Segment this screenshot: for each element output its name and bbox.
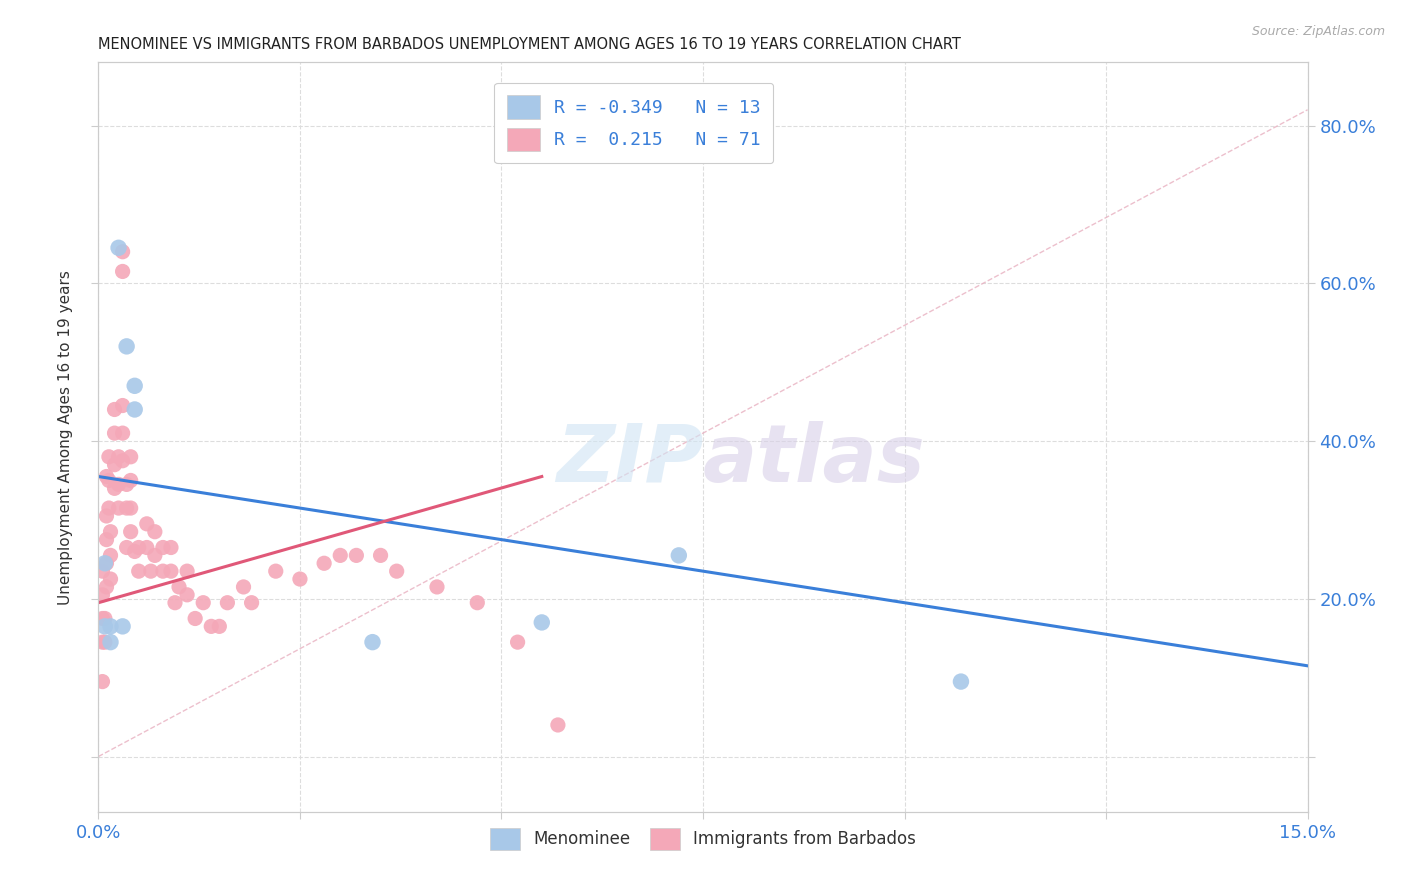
Point (128, 541, 150, 555)
Point (103, 402, 125, 417)
Point (240, 596, 263, 610)
Point (111, 426, 134, 441)
Point (124, 402, 146, 417)
Point (120, 450, 142, 464)
Point (107, 501, 129, 516)
Point (115, 477, 138, 491)
Text: Source: ZipAtlas.com: Source: ZipAtlas.com (1251, 25, 1385, 38)
Point (91, 635, 114, 649)
Point (100, 619, 122, 633)
Point (163, 596, 186, 610)
Point (103, 458, 125, 472)
Point (139, 564, 162, 578)
Point (217, 596, 239, 610)
Point (94, 635, 117, 649)
Point (152, 541, 174, 555)
Point (176, 564, 198, 578)
Point (193, 596, 215, 610)
Text: ZIP: ZIP (555, 420, 703, 499)
Point (506, 635, 529, 649)
Point (232, 580, 254, 594)
Point (120, 524, 142, 539)
Y-axis label: Unemployment Among Ages 16 to 19 years: Unemployment Among Ages 16 to 19 years (58, 269, 73, 605)
Point (120, 501, 142, 516)
Point (94, 611, 117, 625)
Point (96, 556, 118, 570)
Point (124, 544, 146, 558)
Point (103, 481, 125, 495)
Point (91, 611, 114, 625)
Point (100, 635, 122, 649)
Point (370, 549, 392, 563)
Point (94, 619, 117, 633)
Point (152, 564, 174, 578)
Point (97, 450, 120, 464)
Point (160, 541, 183, 555)
Point (111, 454, 134, 468)
Point (115, 339, 138, 353)
Point (143, 549, 166, 563)
Point (176, 588, 198, 602)
Point (200, 619, 222, 633)
Point (465, 596, 488, 610)
Point (91, 588, 114, 602)
Point (264, 564, 287, 578)
Point (547, 718, 569, 732)
Point (96, 533, 118, 547)
Point (160, 564, 183, 578)
Point (97, 474, 120, 488)
Text: atlas: atlas (703, 420, 925, 499)
Legend: Menominee, Immigrants from Barbados: Menominee, Immigrants from Barbados (479, 818, 927, 860)
Point (111, 619, 134, 633)
Point (97, 501, 120, 516)
Point (107, 477, 129, 491)
Point (111, 264, 134, 278)
Point (288, 572, 311, 586)
Point (314, 556, 336, 570)
Point (329, 549, 352, 563)
Point (361, 635, 384, 649)
Point (135, 516, 157, 531)
Point (120, 474, 142, 488)
Point (115, 541, 138, 555)
Point (184, 611, 207, 625)
Point (96, 469, 118, 483)
Point (668, 549, 690, 563)
Point (208, 619, 231, 633)
Point (426, 580, 449, 594)
Point (167, 580, 190, 594)
Point (344, 549, 367, 563)
Point (100, 524, 122, 539)
Text: MENOMINEE VS IMMIGRANTS FROM BARBADOS UNEMPLOYMENT AMONG AGES 16 TO 19 YEARS COR: MENOMINEE VS IMMIGRANTS FROM BARBADOS UN… (98, 37, 962, 52)
Point (96, 580, 118, 594)
Point (530, 615, 553, 630)
Point (91, 564, 114, 578)
Point (128, 564, 150, 578)
Point (103, 426, 125, 441)
Point (143, 524, 166, 539)
Point (94, 556, 117, 570)
Point (124, 379, 146, 393)
Point (107, 241, 129, 255)
Point (135, 541, 157, 555)
Point (111, 399, 134, 413)
Point (100, 549, 122, 563)
Point (107, 450, 129, 464)
Point (385, 564, 408, 578)
Point (96, 508, 118, 523)
Point (115, 501, 138, 516)
Point (111, 244, 134, 259)
Point (91, 674, 114, 689)
Point (100, 572, 122, 586)
Point (949, 674, 972, 689)
